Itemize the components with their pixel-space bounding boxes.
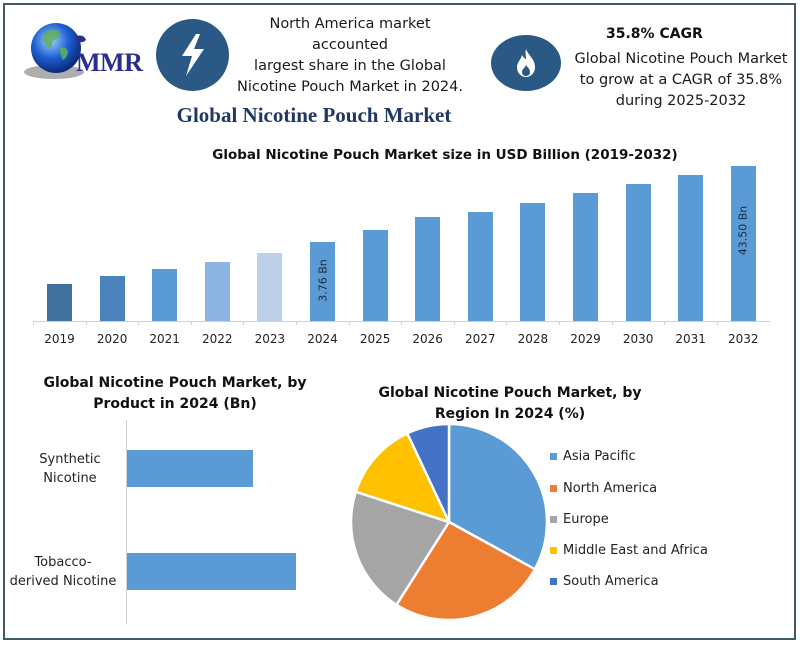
main-title: Global Nicotine Pouch Market xyxy=(176,103,452,127)
bar-2032 xyxy=(730,166,756,321)
logo-text: MMR xyxy=(76,48,143,77)
pie-slice-north-america xyxy=(394,520,537,622)
lightning-bolt-icon xyxy=(156,19,229,91)
pie-slice-asia-pacific xyxy=(447,422,549,571)
pie-slice-south-america xyxy=(405,422,451,523)
info-line: to grow at a CAGR of 35.8% xyxy=(579,72,783,88)
legend-swatch xyxy=(550,485,557,492)
x-tick-label: 2030 xyxy=(622,332,654,346)
bar-2031 xyxy=(678,175,704,321)
legend-label: Europe xyxy=(563,512,609,527)
legend-asia-pacific: Asia Pacific xyxy=(550,449,636,464)
bar-2021 xyxy=(152,269,178,321)
x-tick-mark xyxy=(243,321,245,325)
legend-swatch xyxy=(550,578,557,585)
bar-tobacco-derived-nicotine xyxy=(127,553,296,590)
pie-slice-europe xyxy=(349,490,451,607)
x-tick-mark xyxy=(453,321,455,325)
x-tick-label: 2031 xyxy=(675,332,706,346)
x-tick-label: 2020 xyxy=(96,332,128,346)
x-tick-mark xyxy=(85,321,87,325)
pie-slice-middle-east-and-africa xyxy=(354,431,452,525)
x-axis-line xyxy=(33,321,770,322)
bar-synthetic-nicotine xyxy=(127,450,253,487)
bar-2022 xyxy=(204,262,230,321)
x-tick-label: 2023 xyxy=(254,332,286,346)
info-line: Nicotine Pouch Market in 2024. xyxy=(236,79,463,95)
legend-swatch xyxy=(550,547,557,554)
legend-middle-east-africa: Middle East and Africa xyxy=(550,543,708,558)
title-line: Global Nicotine Pouch Market, by xyxy=(43,375,307,391)
x-tick-label: 2026 xyxy=(412,332,443,346)
legend-label: North America xyxy=(563,481,658,496)
x-tick-mark xyxy=(296,321,297,325)
north-america-info-text: North America market accounted largest s… xyxy=(230,14,470,98)
x-tick-mark xyxy=(559,321,560,325)
cagr-info-text: Global Nicotine Pouch Market to grow at … xyxy=(570,49,792,112)
bar-2026 xyxy=(415,217,441,321)
label-line: Nicotine xyxy=(43,471,97,486)
label-tobacco-derived-nicotine: Tobacco- derived Nicotine xyxy=(4,553,122,591)
info-line: Global Nicotine Pouch Market xyxy=(574,51,788,67)
title-line: Global Nicotine Pouch Market, by xyxy=(378,385,642,401)
label-line: Tobacco- xyxy=(34,555,92,570)
market-size-chart-title: Global Nicotine Pouch Market size in USD… xyxy=(212,147,678,163)
x-tick-label: 2028 xyxy=(517,332,549,346)
title-line: Region In 2024 (%) xyxy=(434,406,586,422)
legend-label: Asia Pacific xyxy=(563,449,636,464)
legend-label: Middle East and Africa xyxy=(563,543,708,558)
legend-label: South America xyxy=(563,574,659,589)
bar-2024 xyxy=(310,242,335,321)
bar-2028 xyxy=(520,203,546,321)
x-tick-label: 2021 xyxy=(149,332,180,346)
info-line: during 2025-2032 xyxy=(615,93,747,109)
legend-swatch xyxy=(550,453,557,460)
info-line: largest share in the Global xyxy=(254,58,446,74)
bar-2023 xyxy=(257,253,283,321)
legend-europe: Europe xyxy=(550,512,609,527)
x-tick-label: 2032 xyxy=(728,332,759,346)
x-tick-mark xyxy=(506,321,508,325)
bar-2030 xyxy=(625,184,651,321)
info-line: North America market accounted xyxy=(269,16,431,53)
x-tick-label: 2019 xyxy=(44,332,75,346)
globe-icon xyxy=(24,23,86,79)
y-axis-line xyxy=(126,420,127,624)
data-label-2032: 43.50 Bn xyxy=(736,205,750,256)
cagr-title: 35.8% CAGR xyxy=(606,26,703,42)
x-tick-label: 2024 xyxy=(307,332,338,346)
mmr-logo xyxy=(18,14,153,94)
x-tick-label: 2029 xyxy=(570,332,601,346)
bar-2019 xyxy=(47,284,72,321)
label-line: Synthetic xyxy=(39,452,101,467)
region-chart-title: Global Nicotine Pouch Market, by Region … xyxy=(365,383,655,425)
x-tick-mark xyxy=(664,321,666,325)
x-tick-mark xyxy=(190,321,192,325)
flame-icon xyxy=(491,35,561,91)
x-tick-mark xyxy=(611,321,613,325)
bar-2020 xyxy=(99,276,125,321)
x-tick-label: 2022 xyxy=(202,332,233,346)
x-tick-mark xyxy=(138,321,140,325)
x-tick-label: 2027 xyxy=(465,332,496,346)
product-chart-title: Global Nicotine Pouch Market, by Product… xyxy=(30,373,320,415)
bar-2025 xyxy=(362,230,388,321)
x-tick-mark xyxy=(348,321,350,325)
legend-south-america: South America xyxy=(550,574,659,589)
legend-swatch xyxy=(550,516,557,523)
data-label-2024: 3.76 Bn xyxy=(316,259,329,302)
label-synthetic-nicotine: Synthetic Nicotine xyxy=(20,450,120,488)
x-tick-mark xyxy=(401,321,403,325)
bar-2029 xyxy=(573,193,598,321)
region-pie-chart xyxy=(349,422,549,622)
bar-2027 xyxy=(467,212,493,321)
x-tick-label: 2025 xyxy=(359,332,391,346)
x-tick-mark xyxy=(33,321,34,325)
x-tick-mark xyxy=(716,321,718,325)
label-line: derived Nicotine xyxy=(9,574,117,589)
title-line: Product in 2024 (Bn) xyxy=(93,396,257,412)
legend-north-america: North America xyxy=(550,481,657,496)
